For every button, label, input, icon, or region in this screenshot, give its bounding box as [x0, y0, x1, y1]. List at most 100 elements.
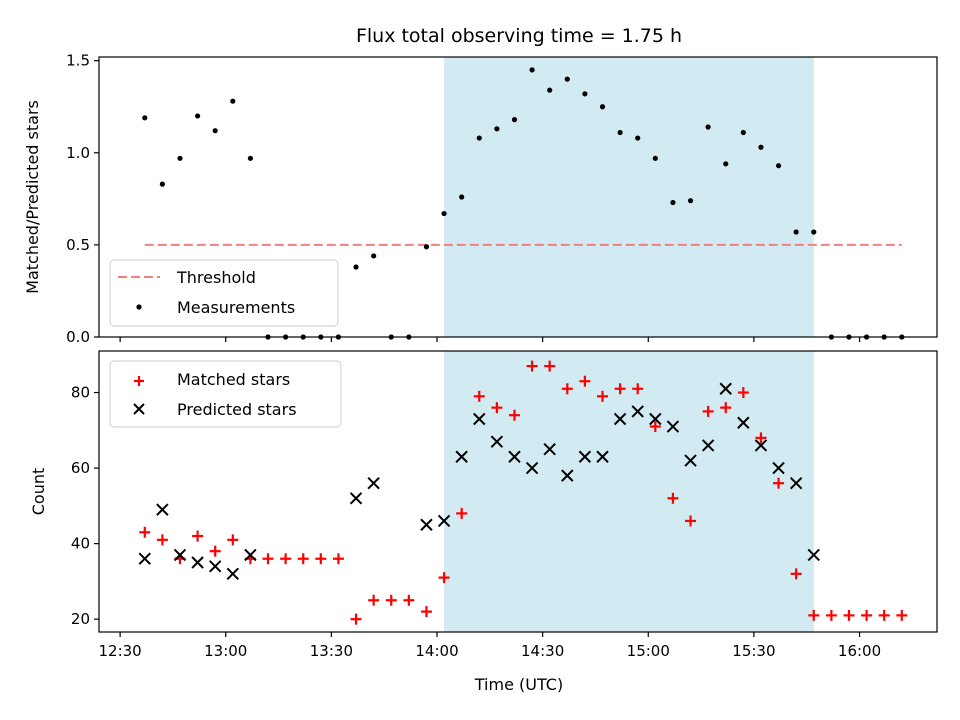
- predicted-star-point: [208, 560, 222, 573]
- x-tick-label: 15:30: [732, 642, 775, 660]
- measurement-point: [775, 163, 782, 169]
- measurement-point: [353, 264, 359, 270]
- ratio-plot-frame: [98, 56, 938, 338]
- measurement-point: [476, 135, 482, 141]
- measurements-legend-label: Measurements: [177, 298, 295, 317]
- matched-star-point: [896, 609, 908, 621]
- predicted-legend-label: Predicted stars: [177, 400, 297, 419]
- measurement-point: [371, 253, 377, 259]
- predicted-star-point: [789, 476, 803, 490]
- measurement-point: [529, 67, 535, 73]
- ratio-x-ticks: [119, 337, 861, 342]
- y-tick-label: 80: [71, 384, 90, 402]
- matched-star-point: [579, 375, 591, 387]
- measurement-point: [177, 155, 183, 161]
- matched-star-point: [878, 609, 890, 621]
- predicted-star-point: [420, 518, 433, 531]
- matched-star-point: [368, 594, 380, 606]
- matched-star-point: [403, 594, 415, 606]
- matched-star-point: [456, 507, 468, 519]
- y-tick-label: 40: [71, 535, 90, 553]
- matched-legend-label: Matched stars: [177, 370, 290, 389]
- count-plot-frame: [98, 350, 938, 633]
- matched-star-point: [825, 609, 837, 621]
- x-tick-label: 16:00: [838, 642, 881, 660]
- predicted-star-point: [156, 503, 169, 516]
- predicted-star-point: [596, 450, 609, 463]
- count-points: [138, 360, 908, 625]
- measurement-point: [582, 91, 588, 97]
- measurement-point: [723, 161, 729, 167]
- matched-star-point: [209, 545, 221, 557]
- matched-star-point: [280, 553, 292, 565]
- matched-star-point: [491, 402, 503, 414]
- measurement-point: [687, 198, 694, 204]
- measurement-point: [740, 129, 746, 136]
- predicted-star-point: [561, 469, 574, 482]
- measurement-point: [511, 117, 518, 123]
- measurements-legend-swatch: [136, 304, 142, 310]
- x-tick-label: 12:30: [99, 642, 142, 660]
- predicted-star-point: [490, 435, 504, 448]
- matched-star-point: [332, 553, 344, 565]
- matched-star-point: [720, 402, 732, 414]
- y-tick-label: 0.0: [66, 328, 90, 346]
- measurement-point: [652, 155, 658, 161]
- chart-title: Flux total observing time = 1.75 h: [356, 25, 682, 47]
- matched-star-point: [139, 526, 151, 538]
- matched-star-point: [227, 534, 239, 546]
- predicted-star-point: [173, 548, 187, 562]
- ratio-legend-box: [109, 259, 339, 327]
- y-tick-label: 1.5: [66, 52, 90, 70]
- matched-star-point: [297, 553, 309, 565]
- predicted-star-point: [684, 454, 697, 467]
- predicted-star-point: [613, 412, 627, 426]
- measurement-point: [142, 115, 148, 121]
- measurement-point: [230, 98, 236, 104]
- predicted-star-point: [367, 476, 380, 490]
- predicted-star-point: [754, 439, 768, 452]
- matched-star-point: [508, 409, 520, 421]
- count-y-ticks: 20 40 60 80: [71, 384, 99, 628]
- measurement-point: [811, 229, 817, 235]
- predicted-star-point: [191, 556, 204, 569]
- x-tick-label: 13:30: [310, 642, 353, 660]
- predicted-legend-swatch: [133, 403, 145, 415]
- matched-star-point: [561, 383, 573, 395]
- x-axis-label: Time (UTC): [474, 675, 563, 694]
- predicted-star-point: [649, 412, 662, 426]
- y-tick-label: 1.0: [66, 144, 90, 162]
- matched-star-point: [438, 572, 450, 584]
- matched-star-point: [350, 613, 362, 625]
- matched-star-point: [843, 609, 855, 621]
- measurement-point: [494, 126, 500, 132]
- matched-star-point: [861, 609, 873, 621]
- measurement-point: [212, 128, 218, 134]
- matched-legend-swatch: [134, 376, 144, 386]
- measurement-point: [635, 135, 641, 141]
- matched-star-point: [262, 553, 274, 565]
- predicted-star-point: [226, 567, 240, 581]
- matched-star-point: [473, 390, 485, 402]
- x-tick-label: 14:30: [521, 642, 564, 660]
- matched-star-point: [526, 360, 538, 372]
- matched-star-point: [702, 405, 714, 417]
- matched-star-point: [632, 383, 644, 395]
- matched-star-point: [685, 515, 697, 527]
- predicted-star-point: [138, 552, 151, 565]
- observing-window-shade-bottom: [444, 351, 814, 632]
- predicted-star-point: [807, 548, 820, 562]
- measurement-point: [194, 113, 201, 119]
- measurement-point: [564, 76, 570, 82]
- matched-star-point: [790, 568, 802, 580]
- measurement-point: [441, 210, 447, 217]
- measurement-point: [758, 144, 764, 150]
- matched-star-point: [667, 492, 679, 504]
- matched-star-point: [737, 387, 749, 399]
- predicted-star-point: [772, 461, 785, 475]
- predicted-star-point: [578, 450, 592, 463]
- count-x-ticks: 12:30 13:00 13:30 14:00 14:30 15:00 15:30 16:00: [99, 632, 881, 660]
- predicted-star-point: [701, 439, 715, 452]
- predicted-star-point: [349, 492, 363, 505]
